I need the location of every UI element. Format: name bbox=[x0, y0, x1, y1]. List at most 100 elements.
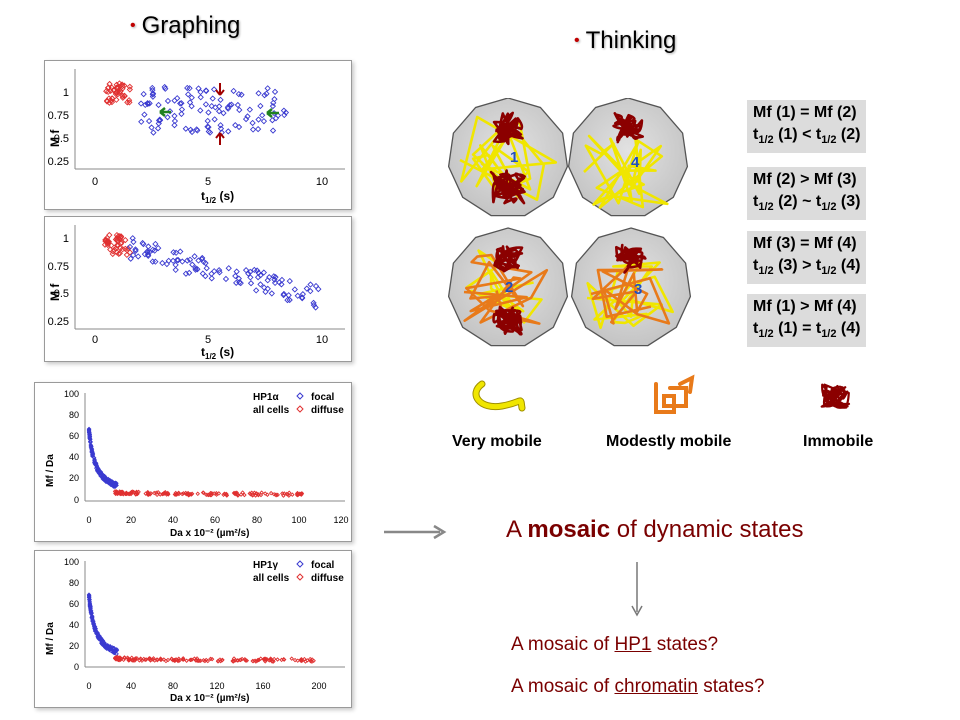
diffuse-point bbox=[104, 240, 111, 247]
diffuse-marker-icon bbox=[296, 573, 304, 581]
focal-point bbox=[226, 102, 234, 109]
focal-point bbox=[110, 480, 115, 485]
nuclei-diagram: 1 4 2 3 bbox=[448, 98, 692, 347]
focal-point bbox=[184, 84, 191, 92]
diffuse-point bbox=[216, 491, 222, 496]
focal-point bbox=[155, 244, 162, 252]
legend-modestly-mobile: Modestly mobile bbox=[606, 433, 732, 450]
diffuse-point bbox=[307, 656, 313, 662]
red-arrow-up-icon bbox=[215, 132, 225, 145]
green-arrow-icon bbox=[266, 108, 279, 118]
diffuse-point bbox=[172, 492, 178, 497]
plot3-legend-title: HP1α bbox=[253, 392, 279, 403]
focal-point bbox=[270, 273, 277, 280]
immobile-icon bbox=[820, 383, 851, 409]
diffuse-point bbox=[189, 492, 194, 497]
plot1-ytick: 0.25 bbox=[48, 156, 69, 168]
equation-line: t1/2 (1) = t1/2 (4) bbox=[753, 320, 861, 341]
diffuse-point bbox=[268, 656, 273, 661]
equation-box-1: Mf (1) = Mf (2) t1/2 (1) < t1/2 (2) bbox=[747, 100, 867, 154]
diffuse-point bbox=[151, 656, 156, 661]
focal-point bbox=[247, 268, 254, 275]
focal-point bbox=[312, 304, 319, 311]
focal-point bbox=[174, 95, 181, 102]
plot3-xtick: 40 bbox=[168, 515, 178, 525]
focal-point bbox=[264, 285, 271, 292]
diffuse-point bbox=[124, 99, 131, 106]
plot2-xtick: 5 bbox=[205, 334, 211, 346]
focal-marker-icon bbox=[296, 560, 304, 568]
plot1-svg: M f 1 0.75 0.5 0.25 0 5 10 t1/2 (s) bbox=[48, 69, 345, 205]
diffuse-point bbox=[280, 491, 285, 496]
diffuse-point bbox=[117, 233, 125, 240]
plot2-ytick: 0.5 bbox=[54, 288, 69, 300]
diffuse-point bbox=[172, 658, 178, 664]
focal-point bbox=[148, 124, 155, 131]
heading-thinking: • Thinking bbox=[574, 27, 676, 55]
focal-point bbox=[209, 95, 216, 102]
focal-point bbox=[236, 106, 243, 114]
diffuse-point bbox=[273, 492, 279, 497]
diffuse-point bbox=[295, 490, 300, 496]
diffuse-point bbox=[113, 249, 121, 256]
diffuse-point bbox=[289, 656, 294, 661]
red-arrow-down-icon bbox=[215, 83, 225, 96]
focal-point bbox=[257, 272, 264, 279]
legend-immobile: Immobile bbox=[803, 433, 874, 450]
focal-point bbox=[255, 116, 262, 123]
focal-point bbox=[127, 255, 134, 262]
diffuse-point bbox=[108, 98, 116, 106]
focal-point bbox=[141, 111, 148, 118]
focal-point bbox=[310, 301, 318, 309]
down-arrow-icon bbox=[631, 562, 643, 617]
plot2-ytick: 0.25 bbox=[48, 316, 69, 328]
plot1-ytick: 0.75 bbox=[48, 110, 69, 122]
plot4-ytick: 0 bbox=[74, 662, 79, 672]
plot-mf-da-hp1gamma: Mf / Da 100 80 60 40 20 0 0 40 80 120 16… bbox=[34, 550, 352, 708]
nucleus-2 bbox=[448, 227, 569, 347]
plot4-xtick: 80 bbox=[168, 681, 178, 691]
focal-point bbox=[161, 83, 168, 91]
focal-point bbox=[92, 461, 97, 466]
plot1-xlabel: t1/2 (s) bbox=[201, 189, 234, 205]
focal-point bbox=[216, 267, 223, 274]
diffuse-point bbox=[214, 492, 219, 497]
plot1-xtick: 0 bbox=[92, 176, 98, 188]
diffuse-point bbox=[155, 490, 161, 495]
diffuse-marker-icon bbox=[296, 405, 304, 413]
plot3-legend-diffuse: diffuse bbox=[311, 405, 344, 416]
focal-point bbox=[269, 117, 276, 124]
focal-point bbox=[199, 270, 206, 277]
plot4-legend-title: HP1γ bbox=[253, 560, 278, 571]
focal-point bbox=[197, 94, 204, 101]
diffuse-point bbox=[281, 657, 287, 662]
diffuse-point bbox=[155, 657, 160, 663]
plot1-ytick: 1 bbox=[63, 87, 69, 99]
equation-line: Mf (2) > Mf (3) bbox=[753, 171, 857, 188]
focal-point bbox=[188, 128, 196, 136]
focal-point bbox=[225, 128, 232, 135]
diffuse-point bbox=[209, 656, 215, 662]
diffuse-point bbox=[116, 80, 123, 87]
focal-point bbox=[172, 261, 179, 269]
diffuse-point bbox=[231, 490, 237, 496]
diffuse-point bbox=[123, 251, 131, 259]
equation-line: t1/2 (1) < t1/2 (2) bbox=[753, 126, 861, 147]
focal-point bbox=[126, 243, 134, 251]
focal-point bbox=[87, 602, 93, 608]
focal-point bbox=[91, 619, 96, 624]
focal-point bbox=[135, 253, 142, 260]
diffuse-point bbox=[105, 88, 112, 96]
diffuse-point bbox=[256, 657, 262, 663]
equation-box-2: Mf (2) > Mf (3) t1/2 (2) ~ t1/2 (3) bbox=[747, 167, 867, 221]
diffuse-point bbox=[184, 658, 189, 663]
focal-point bbox=[194, 266, 201, 273]
modestly-mobile-icon bbox=[654, 374, 695, 414]
diffuse-point bbox=[115, 250, 122, 257]
focal-point bbox=[100, 476, 106, 482]
diffuse-point bbox=[255, 657, 261, 663]
focal-point bbox=[216, 269, 223, 276]
diffuse-point bbox=[188, 491, 193, 497]
plot2-ytick: 0.75 bbox=[48, 261, 69, 273]
diffuse-point bbox=[292, 657, 298, 663]
